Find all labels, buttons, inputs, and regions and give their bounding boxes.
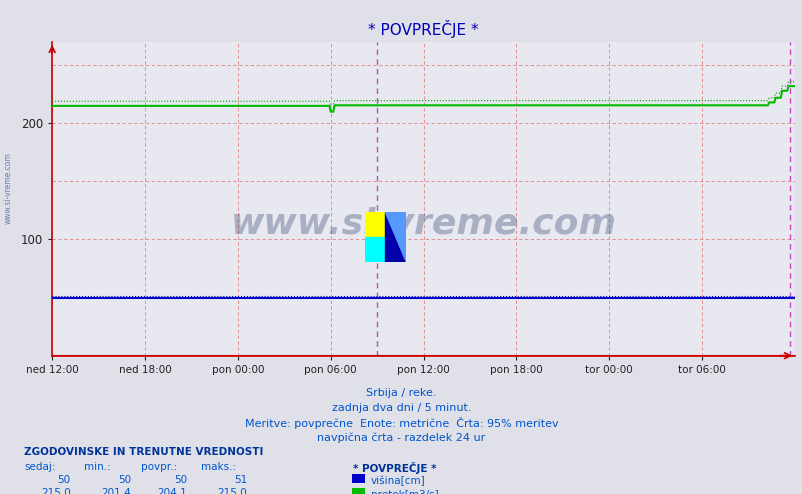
Text: 215,0: 215,0 bbox=[41, 488, 71, 494]
Title: * POVPREČJE *: * POVPREČJE * bbox=[368, 20, 478, 38]
Text: 50: 50 bbox=[174, 475, 187, 485]
Polygon shape bbox=[385, 212, 405, 262]
Text: 215,0: 215,0 bbox=[217, 488, 247, 494]
Text: pretok[m3/s]: pretok[m3/s] bbox=[371, 490, 438, 494]
Text: Meritve: povprečne  Enote: metrične  Črta: 95% meritev: Meritve: povprečne Enote: metrične Črta:… bbox=[245, 417, 557, 429]
Text: 50: 50 bbox=[58, 475, 71, 485]
Text: www.si-vreme.com: www.si-vreme.com bbox=[230, 207, 616, 241]
Text: navpična črta - razdelek 24 ur: navpična črta - razdelek 24 ur bbox=[317, 432, 485, 443]
Text: Srbija / reke.: Srbija / reke. bbox=[366, 388, 436, 398]
Text: povpr.:: povpr.: bbox=[140, 462, 176, 472]
Bar bbox=[365, 237, 385, 262]
Text: 201,4: 201,4 bbox=[101, 488, 131, 494]
Text: min.:: min.: bbox=[84, 462, 111, 472]
Text: maks.:: maks.: bbox=[200, 462, 236, 472]
Text: 50: 50 bbox=[118, 475, 131, 485]
Text: * POVPREČJE *: * POVPREČJE * bbox=[353, 462, 436, 474]
Text: www.si-vreme.com: www.si-vreme.com bbox=[3, 152, 13, 224]
Text: višina[cm]: višina[cm] bbox=[371, 476, 425, 486]
Bar bbox=[365, 212, 385, 237]
Text: 51: 51 bbox=[233, 475, 247, 485]
Text: ZGODOVINSKE IN TRENUTNE VREDNOSTI: ZGODOVINSKE IN TRENUTNE VREDNOSTI bbox=[24, 447, 263, 457]
Bar bbox=[385, 212, 405, 262]
Text: 204,1: 204,1 bbox=[157, 488, 187, 494]
Text: sedaj:: sedaj: bbox=[24, 462, 55, 472]
Text: zadnja dva dni / 5 minut.: zadnja dva dni / 5 minut. bbox=[331, 403, 471, 412]
